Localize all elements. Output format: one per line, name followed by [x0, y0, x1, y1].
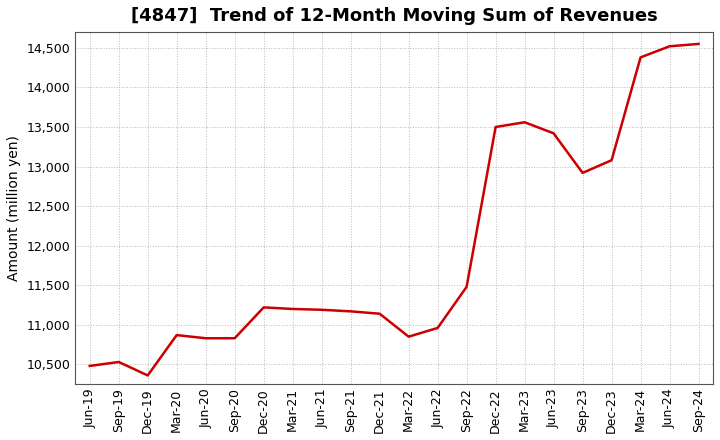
Y-axis label: Amount (million yen): Amount (million yen): [7, 135, 21, 281]
Title: [4847]  Trend of 12-Month Moving Sum of Revenues: [4847] Trend of 12-Month Moving Sum of R…: [131, 7, 657, 25]
